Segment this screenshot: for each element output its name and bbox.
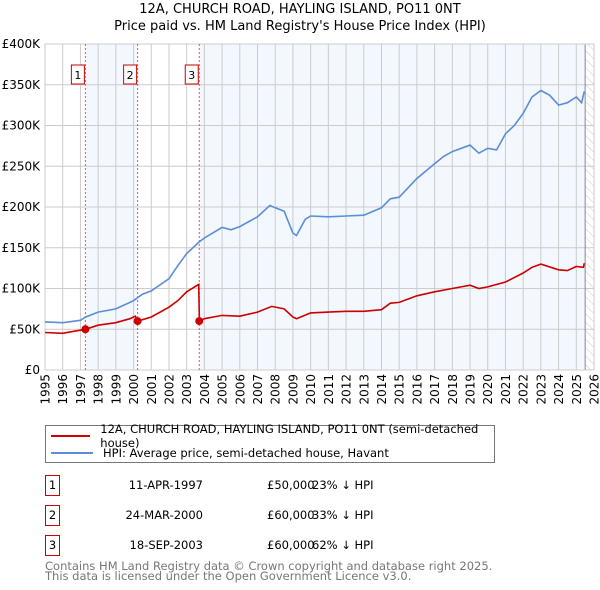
chart-title: 12A, CHURCH ROAD, HAYLING ISLAND, PO11 0…	[139, 2, 461, 17]
legend-item-hpi: HPI: Average price, semi-detached house,…	[46, 445, 389, 461]
sale-marker-label: 2	[127, 69, 134, 82]
x-tick-label: 2025	[570, 374, 584, 405]
plot-border	[44, 43, 595, 371]
x-tick-label: 2014	[375, 374, 389, 405]
x-tick-label: 2003	[180, 374, 194, 405]
sale-marker-box	[70, 64, 85, 85]
price-chart: 1995 1996 1997 1998 1999 2000 2001 2002 2003 2004…	[2, 37, 600, 405]
sale-price: £60,000	[267, 538, 315, 552]
sale-price: £60,000	[267, 508, 315, 522]
x-tick-label: 2021	[499, 374, 513, 405]
legend-swatch-red	[51, 435, 91, 437]
sale-date: 18-SEP-2003	[129, 538, 203, 552]
legend-label: 12A, CHURCH ROAD, HAYLING ISLAND, PO11 0…	[100, 422, 479, 450]
x-tick-label: 1998	[92, 374, 106, 405]
x-tick-label: 2001	[145, 374, 159, 405]
sale-hpi-diff: 23% ↓ HPI	[312, 478, 374, 492]
legend: 12A, CHURCH ROAD, HAYLING ISLAND, PO11 0…	[45, 422, 495, 463]
y-tick-label: £150K	[2, 241, 42, 255]
x-tick-label: 2011	[322, 374, 336, 405]
y-tick-label: £400K	[2, 37, 42, 51]
sale-point	[133, 317, 142, 326]
sale-marker-badge: 2	[45, 505, 60, 526]
x-tick-label: 2010	[304, 374, 318, 405]
x-tick-label: 2008	[269, 374, 283, 405]
x-tick-label: 1995	[39, 374, 53, 405]
transaction-row: 1 11-APR-1997 £50,000 23% ↓ HPI	[45, 475, 545, 496]
sale-point	[195, 317, 204, 326]
x-tick-label: 1999	[109, 374, 123, 405]
x-tick-label: 2022	[517, 374, 531, 405]
sale-marker-label: 1	[74, 69, 81, 82]
legend-label: HPI: Average price, semi-detached house,…	[103, 446, 389, 460]
y-tick-label: £350K	[2, 78, 42, 92]
sale-hpi-diff: 62% ↓ HPI	[312, 538, 374, 552]
sale-marker-label: 3	[188, 69, 195, 82]
x-tick-label: 2004	[198, 374, 212, 405]
series-line	[44, 89, 586, 324]
x-tick-label: 2023	[534, 374, 548, 405]
chart-subtitle: Price paid vs. HM Land Registry's House …	[114, 19, 486, 34]
legend-swatch-blue	[51, 452, 93, 454]
y-tick-label: £300K	[2, 119, 42, 133]
footer-copyright: Contains HM Land Registry data © Crown c…	[45, 559, 493, 573]
y-tick-label: £250K	[2, 159, 42, 173]
sale-marker-badge: 1	[45, 475, 60, 496]
x-tick-label: 2007	[251, 374, 265, 405]
x-tick-label: 1996	[56, 374, 70, 405]
sale-hpi-diff: 33% ↓ HPI	[312, 508, 374, 522]
y-tick-label: £0	[25, 363, 40, 377]
x-tick-label: 2016	[410, 374, 424, 405]
legend-item-property: 12A, CHURCH ROAD, HAYLING ISLAND, PO11 0…	[46, 422, 494, 450]
transaction-row: 2 24-MAR-2000 £60,000 33% ↓ HPI	[45, 505, 545, 526]
x-tick-label: 2000	[127, 374, 141, 405]
x-tick-label: 2009	[286, 374, 300, 405]
x-tick-label: 2012	[340, 374, 354, 405]
sale-price: £50,000	[267, 478, 315, 492]
sale-marker-box	[123, 64, 138, 85]
x-tick-label: 2026	[588, 374, 600, 405]
sale-date: 11-APR-1997	[128, 478, 203, 492]
sale-marker-box	[184, 64, 199, 85]
x-tick-label: 2024	[552, 374, 566, 405]
x-tick-label: 2020	[481, 374, 495, 405]
x-tick-label: 2019	[464, 374, 478, 405]
x-tick-label: 2002	[162, 374, 176, 405]
x-tick-label: 2017	[428, 374, 442, 405]
x-tick-label: 2005	[216, 374, 230, 405]
x-tick-label: 1997	[74, 374, 88, 405]
sale-marker-badge: 3	[45, 535, 60, 556]
y-tick-label: £100K	[2, 282, 42, 296]
sale-point	[81, 325, 90, 334]
x-tick-label: 2006	[233, 374, 247, 405]
y-tick-label: £50K	[9, 322, 41, 336]
x-tick-label: 2015	[393, 374, 407, 405]
y-tick-label: £200K	[2, 200, 42, 214]
x-tick-label: 2013	[357, 374, 371, 405]
x-tick-label: 2018	[446, 374, 460, 405]
sale-date: 24-MAR-2000	[125, 508, 203, 522]
footer-licence: This data is licensed under the Open Gov…	[45, 569, 412, 583]
transaction-row: 3 18-SEP-2003 £60,000 62% ↓ HPI	[45, 535, 545, 556]
